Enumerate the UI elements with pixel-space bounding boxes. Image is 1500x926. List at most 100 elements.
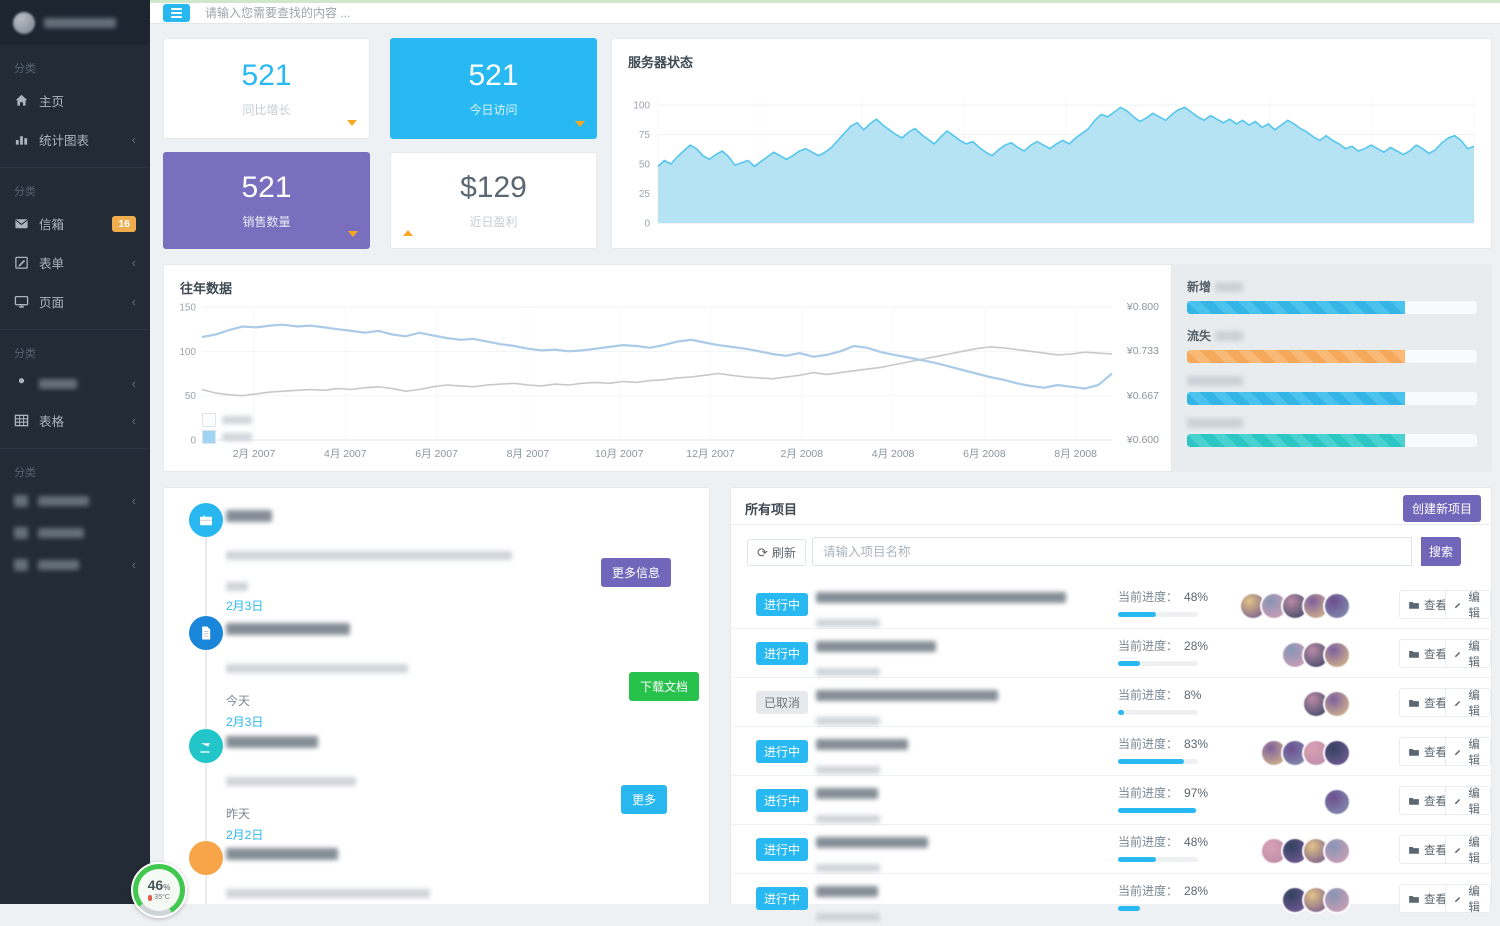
document-icon	[202, 626, 211, 640]
project-avatars	[1260, 837, 1351, 865]
sidebar-item-s1-2[interactable]: 页面 ‹	[0, 282, 150, 321]
pencil-icon	[1455, 700, 1461, 706]
timeline-action-button[interactable]: 下载文档	[628, 672, 699, 701]
stat-card-2[interactable]: 521 销售数量	[163, 152, 370, 249]
sidebar-section-label: 分类	[14, 63, 36, 75]
coffee-icon	[200, 743, 210, 753]
project-status-badge: 进行中	[756, 789, 809, 812]
avatar[interactable]	[1323, 739, 1351, 767]
edit-button[interactable]: 编辑	[1445, 688, 1491, 718]
sidebar-section-label: 分类	[14, 467, 36, 479]
svg-text:6月 2007: 6月 2007	[415, 448, 458, 460]
project-row-2: 已取消 当前进度： 8% 查看 编辑	[731, 678, 1491, 727]
folder-icon	[1409, 797, 1419, 805]
sidebar-item-redacted-3-2[interactable]: ‹	[0, 549, 150, 581]
progress-fill	[1187, 392, 1405, 405]
svg-text:0: 0	[644, 219, 650, 230]
redacted-text	[816, 788, 878, 800]
chevron-left-icon: ‹	[131, 493, 136, 508]
svg-text:50: 50	[185, 391, 197, 402]
create-project-button[interactable]: 创建新项目	[1402, 495, 1481, 522]
sidebar-item-s1-0[interactable]: 信箱 16	[0, 204, 150, 243]
timeline-date: 2月3日	[226, 599, 264, 613]
chevron-left-icon: ‹	[131, 557, 136, 572]
sidebar-item-s2-1[interactable]: 表格 ‹	[0, 401, 150, 440]
edit-button[interactable]: 编辑	[1445, 884, 1491, 914]
project-progress: 当前进度： 8%	[1118, 686, 1238, 715]
stat-card-3[interactable]: $129 近日盈利	[390, 152, 597, 249]
project-avatars	[1323, 788, 1351, 816]
svg-text:4月 2007: 4月 2007	[324, 448, 367, 460]
avatar[interactable]	[1323, 690, 1351, 718]
project-search-input[interactable]	[812, 537, 1412, 566]
redacted-text	[816, 592, 1066, 604]
sidebar-user[interactable]	[0, 0, 150, 45]
project-status-badge: 进行中	[756, 642, 809, 665]
sidebar-item-s1-1[interactable]: 表单 ‹	[0, 243, 150, 282]
avatar[interactable]	[1323, 886, 1351, 914]
project-status-badge: 已取消	[756, 691, 809, 714]
project-row-4: 进行中 当前进度： 97% 查看 编辑	[731, 776, 1491, 825]
sidebar-item-label: 表格	[39, 415, 65, 429]
sidebar-item-redacted-3-0[interactable]: ‹	[0, 485, 150, 517]
project-status-badge: 进行中	[756, 593, 809, 616]
redacted-text	[226, 664, 408, 674]
projects-toolbar: ⟳ 刷新 搜索	[731, 537, 1491, 568]
project-status-badge: 进行中	[756, 887, 809, 910]
stat-value: $129	[460, 171, 527, 204]
redacted-text	[226, 582, 248, 592]
timeline-action-button[interactable]: 更多信息	[600, 558, 671, 587]
sidebar-item-redacted-3-1[interactable]	[0, 517, 150, 549]
chevron-left-icon: ‹	[131, 131, 136, 147]
folder-icon	[1409, 895, 1419, 903]
sidebar-item-s0-0[interactable]: 主页	[0, 81, 150, 120]
edit-button[interactable]: 编辑	[1445, 639, 1491, 669]
hamburger-icon	[171, 8, 182, 18]
sidebar-section-label: 分类	[14, 186, 36, 198]
timeline-action-button[interactable]: 更多	[620, 785, 667, 814]
menu-toggle-button[interactable]	[163, 4, 190, 22]
project-progress: 当前进度： 48%	[1118, 833, 1238, 862]
progress-value: 28%	[1184, 884, 1209, 898]
timeline-time	[226, 579, 697, 593]
avatar[interactable]	[1323, 788, 1351, 816]
edit-button[interactable]: 编辑	[1445, 835, 1491, 865]
sidebar-item-s0-1[interactable]: 统计图表 ‹	[0, 120, 150, 159]
stat-card-1[interactable]: 521 今日访问	[390, 38, 597, 139]
redacted-text	[39, 378, 77, 389]
redacted-text	[816, 765, 880, 774]
redacted-text	[222, 416, 252, 424]
stat-card-0[interactable]: 521 同比增长	[163, 38, 370, 139]
edit-button[interactable]: 编辑	[1445, 786, 1491, 816]
project-row-5: 进行中 当前进度： 48% 查看 编辑	[731, 825, 1491, 874]
chevron-left-icon: ‹	[131, 412, 136, 428]
refresh-button[interactable]: ⟳ 刷新	[747, 539, 806, 566]
sidebar-item-label: 信箱	[39, 218, 65, 232]
project-search-button[interactable]: 搜索	[1421, 537, 1461, 566]
pencil-icon	[1455, 602, 1461, 608]
briefcase-icon	[200, 515, 212, 526]
timeline-icon-wrap	[189, 729, 223, 763]
avatar[interactable]	[1323, 592, 1351, 620]
sidebar-item-redacted-2-0[interactable]: ‹	[0, 366, 150, 401]
redacted-text	[14, 559, 28, 571]
project-progress: 当前进度： 83%	[1118, 735, 1238, 764]
timeline-date: 2月2日	[226, 828, 264, 842]
avatar[interactable]	[1323, 641, 1351, 669]
global-search-input[interactable]	[203, 5, 707, 21]
progress-fill	[1187, 434, 1405, 447]
avatar[interactable]	[1323, 837, 1351, 865]
right-axis-label: ¥0.733	[1126, 345, 1159, 358]
server-status-panel: 服务器状态 0 25 50 75 100	[611, 38, 1492, 249]
stat-label: 今日访问	[469, 103, 518, 117]
edit-button[interactable]: 编辑	[1445, 590, 1491, 620]
project-avatars	[1239, 592, 1351, 620]
refresh-icon: ⟳	[757, 544, 768, 560]
redacted-text	[38, 560, 79, 570]
edit-button[interactable]: 编辑	[1445, 737, 1491, 767]
temperature-gauge[interactable]: 46% 35°C	[131, 862, 187, 918]
chevron-left-icon: ‹	[131, 293, 136, 309]
progress-value: 28%	[1184, 639, 1209, 653]
user-name-redacted	[44, 17, 116, 28]
timeline-line	[205, 522, 207, 904]
